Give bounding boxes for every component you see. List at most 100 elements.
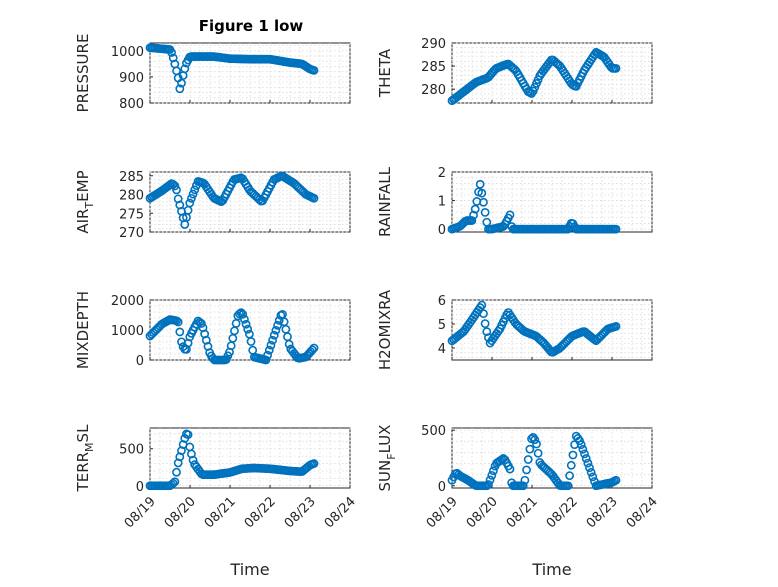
data-point — [469, 210, 478, 220]
data-point — [580, 449, 589, 459]
subplot-2: 270 275 280 285 AIRTEMP — [74, 170, 351, 241]
y-axis-label: MIXDEPTH — [74, 291, 92, 369]
data-point — [520, 475, 530, 485]
data-point — [240, 314, 249, 324]
y-tick-label: 2000 — [111, 294, 144, 309]
y-tick-label: 0 — [136, 480, 144, 495]
x-tick-label: 08/24 — [322, 494, 359, 531]
data-point — [484, 480, 493, 489]
y-tick-label: 4 — [438, 342, 446, 357]
subplot-1: 280 285 290 THETA — [376, 37, 653, 106]
data-point — [518, 481, 528, 491]
data-point — [532, 439, 541, 449]
x-tick-label: 08/21 — [202, 494, 239, 531]
y-tick-label: 900 — [119, 71, 144, 86]
data-point — [188, 189, 198, 199]
data-point — [585, 463, 594, 473]
data-point — [269, 330, 279, 340]
data-point — [581, 454, 591, 463]
data-point — [175, 327, 185, 337]
y-tick-label: 1000 — [111, 45, 144, 60]
data-point — [583, 458, 593, 468]
y-tick-label: 0 — [438, 223, 446, 238]
y-tick-label: 285 — [421, 60, 446, 75]
data-point — [236, 308, 246, 318]
x-tick-label: 08/20 — [162, 494, 199, 531]
data-point — [309, 65, 319, 75]
data-point — [485, 475, 495, 485]
data-point — [185, 198, 195, 208]
data-point — [482, 327, 492, 337]
data-point — [470, 204, 480, 214]
data-point — [168, 478, 178, 488]
x-tick-label: 08/23 — [584, 494, 621, 531]
data-point — [611, 63, 621, 73]
data-point — [172, 467, 181, 477]
data-point — [263, 350, 273, 360]
data-point — [172, 316, 181, 326]
y-tick-label: 280 — [421, 83, 446, 98]
data-point — [172, 185, 181, 195]
data-point — [480, 207, 490, 217]
data-point — [271, 325, 281, 335]
data-point — [525, 444, 535, 454]
y-tick-label: 280 — [119, 189, 144, 204]
data-point — [307, 345, 317, 355]
x-axis-label: Time — [531, 560, 571, 579]
y-axis-label: RAINFALL — [376, 166, 394, 237]
data-point — [533, 448, 543, 458]
y-tick-label: 800 — [119, 97, 144, 112]
x-tick-label: 08/19 — [424, 494, 461, 531]
data-point — [479, 197, 488, 207]
data-point — [566, 460, 576, 470]
data-point — [505, 464, 515, 474]
data-point — [241, 319, 251, 329]
y-axis-label: AIRTEMP — [74, 170, 96, 233]
data-point — [563, 481, 573, 491]
y-axis-label: TERRMSL — [74, 424, 96, 493]
y-tick-label: 5 — [438, 318, 446, 333]
data-point — [479, 309, 488, 319]
x-tick-label: 08/23 — [282, 494, 319, 531]
data-point — [243, 324, 253, 334]
data-point — [180, 64, 190, 74]
data-point — [611, 321, 621, 331]
data-point — [173, 317, 183, 327]
data-point — [309, 193, 319, 203]
x-tick-label: 08/20 — [464, 494, 501, 531]
y-tick-label: 6 — [438, 294, 446, 309]
data-point — [487, 470, 497, 480]
x-tick-label: 08/22 — [544, 494, 581, 531]
data-point — [235, 309, 244, 319]
y-tick-label: 500 — [119, 443, 144, 458]
data-point — [489, 466, 498, 476]
y-tick-label: 275 — [119, 207, 144, 222]
data-point — [183, 430, 193, 440]
data-point — [611, 224, 621, 234]
subplot-3: 0 1 2 RAINFALL — [376, 166, 653, 238]
y-axis-label: SUNFLUX — [376, 425, 398, 492]
subplot-5: 4 5 6 H2OMIXRA — [376, 289, 653, 370]
subplot-0: 800 900 1000 PRESSURE — [74, 34, 351, 112]
data-point — [586, 467, 596, 477]
data-point — [190, 185, 200, 195]
data-point — [167, 48, 176, 57]
y-tick-label: 290 — [421, 37, 446, 52]
data-point — [467, 216, 477, 225]
y-tick-label: 0 — [438, 480, 446, 495]
data-point — [187, 193, 196, 203]
x-axis-label: Time — [229, 560, 269, 579]
data-point — [576, 440, 586, 450]
y-tick-label: 270 — [119, 226, 144, 241]
y-tick-label: 500 — [421, 424, 446, 439]
data-point — [588, 472, 598, 482]
data-point — [475, 179, 485, 189]
y-tick-label: 285 — [119, 170, 144, 185]
data-point — [568, 450, 578, 460]
data-point — [523, 455, 533, 464]
data-point — [273, 320, 282, 330]
data-point — [477, 188, 487, 198]
data-point — [196, 319, 206, 328]
data-point — [477, 300, 487, 310]
